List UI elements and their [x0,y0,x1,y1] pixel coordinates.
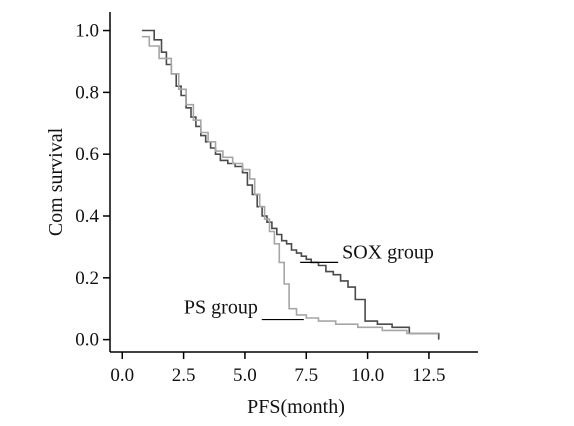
x-tick-label: 0.0 [110,365,134,386]
x-tick-label: 12.5 [412,365,445,386]
annotation-label: SOX group [342,241,434,263]
y-axis-title: Com survival [45,127,67,236]
y-tick-label: 0.6 [75,144,99,165]
series-line-ps-group [141,35,439,335]
series-curves [141,29,440,340]
y-tick-label: 0.2 [75,268,99,289]
x-axis-ticks: 0.0 2.5 5.0 7.5 10.0 12.5 [110,352,446,386]
annotation-label: PS group [184,297,258,319]
y-tick-label: 0.4 [75,206,99,227]
x-tick-label: 5.0 [233,365,257,386]
axes: 0.0 0.2 0.4 0.6 0.8 1.0 0.0 2.5 5.0 7.5 10.0 12.5 [75,12,478,386]
x-tick-label: 7.5 [294,365,318,386]
series-line-sox-group [141,29,440,340]
y-tick-label: 0.8 [75,82,99,103]
series-annotations: SOX group PS group [184,241,434,321]
y-tick-label: 1.0 [75,21,99,42]
y-axis-ticks: 0.0 0.2 0.4 0.6 0.8 1.0 [75,21,110,351]
x-tick-label: 10.0 [351,365,384,386]
x-tick-label: 2.5 [172,365,196,386]
y-tick-label: 0.0 [75,330,99,351]
x-axis-title: PFS(month) [247,396,345,418]
